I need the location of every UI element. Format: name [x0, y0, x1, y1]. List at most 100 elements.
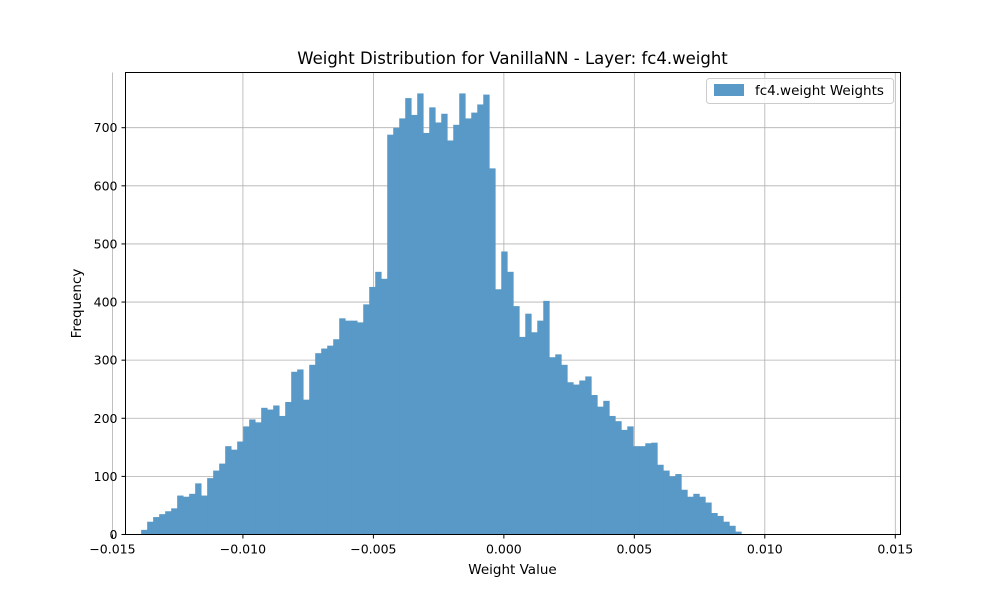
histogram-bar — [477, 104, 484, 535]
histogram-bar — [231, 449, 238, 535]
x-tick-label: 0.005 — [616, 542, 652, 557]
histogram-bar — [549, 357, 556, 535]
histogram-bar — [687, 496, 694, 535]
histogram-bar — [405, 98, 412, 535]
histogram-bar — [207, 478, 214, 535]
histogram-bar — [531, 332, 538, 535]
histogram-bar — [705, 502, 712, 535]
legend-label: fc4.weight Weights — [755, 83, 884, 99]
histogram-bar — [363, 304, 370, 535]
histogram-bar — [465, 118, 472, 535]
histogram-bar — [555, 354, 562, 535]
histogram-bar — [357, 322, 364, 535]
histogram-bar — [267, 409, 274, 535]
histogram-bar — [669, 476, 676, 535]
histogram-bar — [609, 415, 616, 535]
histogram-bar — [645, 443, 652, 535]
histogram-bar — [471, 112, 478, 535]
histogram-bar — [495, 289, 502, 535]
legend-box — [706, 78, 894, 104]
histogram-bar — [735, 531, 742, 535]
x-tick-label: 0.010 — [747, 542, 783, 557]
histogram-bar — [141, 529, 148, 535]
histogram-bar — [165, 511, 172, 535]
histogram-bar — [639, 446, 646, 535]
histogram-bar — [561, 364, 568, 535]
histogram-bars — [141, 93, 742, 535]
legend: fc4.weight Weights — [706, 78, 894, 104]
histogram-bar — [621, 429, 628, 535]
histogram-bar — [201, 495, 208, 535]
histogram-bar — [663, 470, 670, 535]
histogram-bar — [243, 426, 250, 535]
histogram-bar — [729, 525, 736, 535]
y-tick-label: 300 — [94, 353, 118, 368]
x-tick-label: −0.015 — [89, 542, 135, 557]
histogram-bar — [159, 514, 166, 535]
histogram-bar — [375, 271, 382, 535]
histogram-bar — [279, 415, 286, 535]
histogram-bar — [615, 421, 622, 535]
histogram-bar — [597, 406, 604, 535]
histogram-bar — [285, 402, 292, 535]
histogram-bar — [339, 318, 346, 535]
y-tick-label: 100 — [94, 469, 118, 484]
histogram-bar — [699, 496, 706, 535]
histogram-bar — [567, 382, 574, 535]
histogram-bar — [273, 405, 280, 535]
legend-swatch — [714, 84, 744, 96]
histogram-bar — [369, 286, 376, 535]
histogram-bar — [453, 124, 460, 535]
histogram-bar — [327, 345, 334, 535]
histogram-bar — [291, 371, 298, 535]
y-axis-label: Frequency — [69, 269, 85, 339]
histogram-bar — [195, 483, 202, 535]
histogram-bar — [171, 508, 178, 535]
histogram-bar — [189, 493, 196, 535]
plot-frame — [125, 72, 901, 535]
histogram-bar — [675, 474, 682, 535]
histogram-bar — [303, 399, 310, 535]
histogram-bar — [345, 320, 352, 535]
histogram-bar — [297, 369, 304, 535]
axis-ticks: −0.015 −0.010 −0.005 0.000 0.005 0.010 0.015 0 1… — [89, 120, 913, 556]
histogram-bar — [435, 122, 442, 535]
histogram-bar — [507, 271, 514, 535]
histogram-bar — [585, 376, 592, 535]
histogram-bar — [717, 515, 724, 535]
histogram-bar — [417, 93, 424, 535]
histogram-bar — [315, 353, 322, 535]
histogram-bar — [255, 422, 262, 535]
histogram-bar — [177, 495, 184, 535]
x-tick-label: −0.005 — [350, 542, 396, 557]
histogram-bar — [153, 517, 160, 535]
histogram-bar — [627, 426, 634, 535]
y-tick-label: 600 — [94, 178, 118, 193]
x-tick-label: 0.015 — [877, 542, 913, 557]
y-tick-label: 0 — [110, 527, 118, 542]
y-tick-label: 400 — [94, 295, 118, 310]
histogram-bar — [579, 380, 586, 535]
histogram-bar — [249, 419, 256, 535]
histogram-bar — [519, 336, 526, 535]
y-tick-label: 700 — [94, 120, 118, 135]
y-tick-label: 200 — [94, 411, 118, 426]
histogram-bar — [441, 113, 448, 535]
histogram-bar — [321, 348, 328, 535]
histogram-bar — [333, 339, 340, 535]
histogram-bar — [387, 134, 394, 535]
histogram-bar — [225, 446, 232, 535]
y-tick-label: 500 — [94, 236, 118, 251]
histogram-bar — [681, 489, 688, 535]
histogram-bar — [213, 470, 220, 535]
x-axis-label: Weight Value — [468, 562, 556, 578]
histogram-bar — [351, 320, 358, 535]
histogram-bar — [537, 320, 544, 535]
x-tick-label: −0.010 — [220, 542, 266, 557]
histogram-bar — [723, 521, 730, 535]
histogram-bar — [591, 395, 598, 535]
histogram-bar — [309, 364, 316, 535]
histogram-bar — [483, 94, 490, 535]
histogram-bar — [489, 168, 496, 535]
